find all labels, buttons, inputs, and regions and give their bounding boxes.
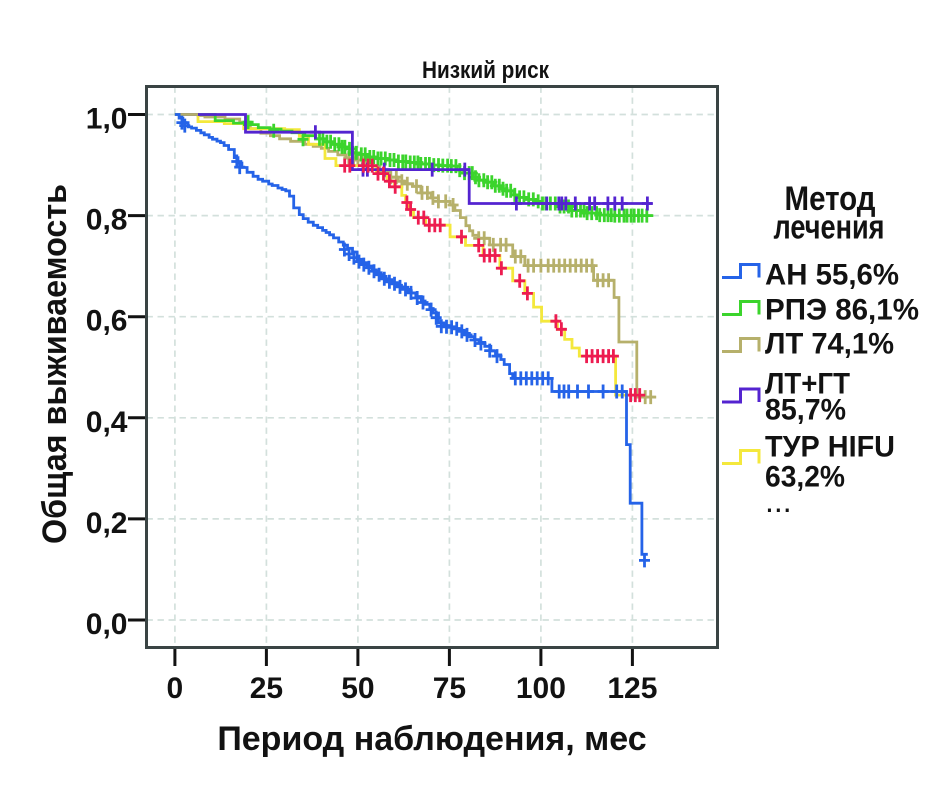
svg-text:50: 50 <box>341 672 374 705</box>
svg-text:Метод: Метод <box>785 180 876 218</box>
svg-text:РПЭ 86,1%: РПЭ 86,1% <box>765 294 919 327</box>
svg-text:АН 55,6%: АН 55,6% <box>765 259 899 292</box>
svg-text:0,8: 0,8 <box>86 204 128 237</box>
svg-text:0,6: 0,6 <box>86 305 128 338</box>
svg-text:ЛТ 74,1%: ЛТ 74,1% <box>765 328 894 361</box>
svg-text:100: 100 <box>516 672 566 705</box>
svg-text:...: ... <box>765 483 792 519</box>
svg-text:0,0: 0,0 <box>86 608 128 641</box>
svg-text:85,7%: 85,7% <box>765 394 846 427</box>
svg-text:ЛТ+ГТ: ЛТ+ГТ <box>765 368 850 401</box>
svg-text:Период наблюдения, мес: Период наблюдения, мес <box>217 720 646 758</box>
svg-text:0: 0 <box>167 672 184 705</box>
svg-text:63,2%: 63,2% <box>765 461 845 494</box>
svg-text:0,4: 0,4 <box>86 406 128 439</box>
svg-text:25: 25 <box>250 672 283 705</box>
svg-text:ТУР HIFU: ТУР HIFU <box>765 431 895 464</box>
svg-text:0,2: 0,2 <box>86 507 128 540</box>
svg-text:лечения: лечения <box>774 209 885 247</box>
svg-text:75: 75 <box>433 672 466 705</box>
svg-text:Низкий риск: Низкий риск <box>422 57 550 84</box>
svg-text:1,0: 1,0 <box>86 103 128 136</box>
svg-text:125: 125 <box>607 672 657 705</box>
svg-text:Общая выживаемость: Общая выживаемость <box>36 184 74 544</box>
